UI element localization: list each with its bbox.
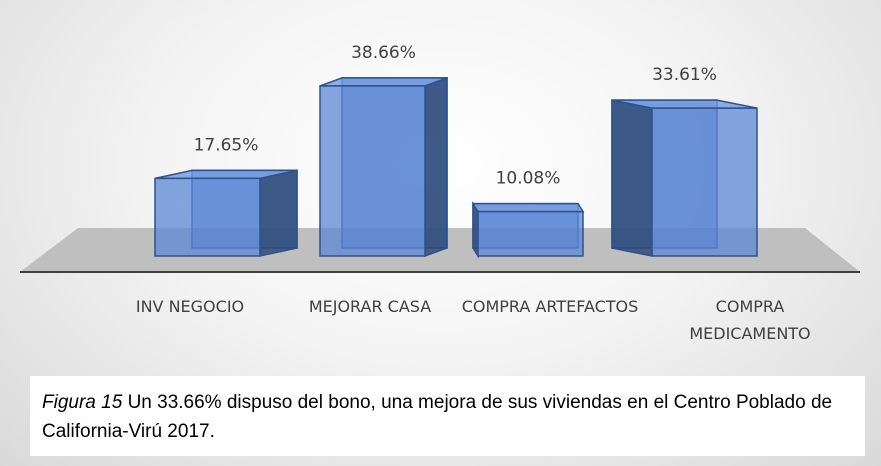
- caption-label: Figura 15: [42, 392, 123, 413]
- bar-top: [319, 77, 448, 87]
- bar: [611, 99, 758, 257]
- bar-front: [154, 177, 261, 257]
- caption: Figura 15 Un 33.66% dispuso del bono, un…: [30, 376, 865, 456]
- value-label: 17.65%: [194, 135, 259, 155]
- bar-front: [651, 107, 758, 257]
- value-label: 10.08%: [496, 169, 561, 189]
- x-tick-label: COMPRA MEDICAMENTO: [689, 297, 811, 343]
- bar-top: [471, 202, 585, 213]
- bar: [471, 201, 585, 259]
- bar-front: [477, 210, 584, 257]
- value-label: 33.61%: [652, 65, 717, 85]
- x-tick-label: INV NEGOCIO: [135, 297, 245, 316]
- plot: 17.65% 38.66% 10.08% 33.61%: [20, 43, 860, 273]
- caption-text: Un 33.66% dispuso del bono, una mejora d…: [42, 392, 833, 442]
- bar-front: [319, 85, 426, 257]
- bar: [154, 169, 298, 257]
- bar-side: [611, 99, 653, 257]
- bar: [319, 76, 448, 258]
- bar-side: [259, 169, 298, 257]
- bar-side: [424, 76, 448, 258]
- value-label: 38.66%: [351, 43, 416, 63]
- x-tick-label: COMPRA ARTEFACTOS: [461, 297, 639, 316]
- x-tick-label: MEJORAR CASA: [308, 297, 432, 316]
